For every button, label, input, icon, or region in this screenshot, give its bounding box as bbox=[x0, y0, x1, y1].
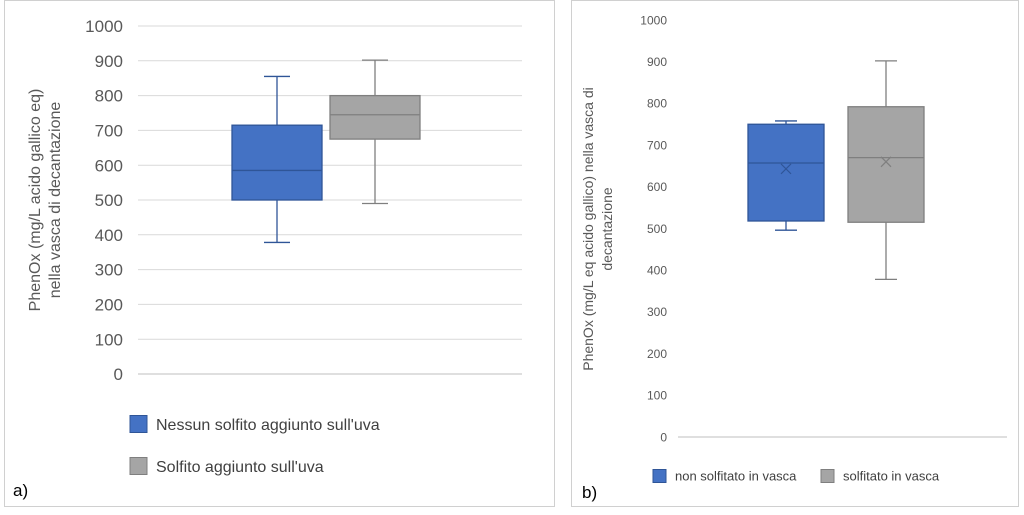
legend-label: Solfito aggiunto sull'uva bbox=[156, 459, 324, 476]
legend-swatch bbox=[129, 415, 148, 433]
legend-label: non solfitato in vasca bbox=[675, 469, 797, 484]
y-tick-label: 600 bbox=[95, 156, 123, 175]
mean-marker bbox=[880, 156, 892, 168]
y-tick-label: 100 bbox=[647, 389, 667, 403]
legend-swatch bbox=[129, 457, 148, 475]
y-tick-label: 900 bbox=[95, 52, 123, 71]
y-tick-label: 0 bbox=[660, 430, 667, 444]
y-tick-label: 1000 bbox=[85, 17, 123, 36]
y-axis-title: PhenOx (mg/L eq acido gallico) nella vas… bbox=[580, 87, 615, 371]
y-tick-label: 200 bbox=[647, 347, 667, 361]
legend-label: solfitato in vasca bbox=[843, 469, 940, 484]
y-tick-label: 800 bbox=[95, 87, 123, 106]
y-tick-label: 900 bbox=[647, 55, 667, 69]
y-tick-label: 700 bbox=[95, 122, 123, 141]
y-tick-label: 300 bbox=[95, 261, 123, 280]
chart-b-svg: 0 100 200 300 400 500 600 700 800 900 1000 PhenOx (… bbox=[580, 13, 1007, 484]
mean-marker bbox=[780, 163, 792, 175]
y-axis-title-line: decantazione bbox=[599, 187, 615, 271]
box-iqr bbox=[747, 123, 825, 222]
y-tick-label: 200 bbox=[95, 296, 123, 315]
y-tick-label: 700 bbox=[647, 138, 667, 152]
chart-a-svg: 0 100 200 300 400 500 600 700 800 900 1000 PhenOx (… bbox=[27, 17, 522, 476]
box-iqr bbox=[329, 94, 421, 140]
y-tick-label: 500 bbox=[95, 191, 123, 210]
y-tick-label: 1000 bbox=[640, 13, 667, 27]
y-axis-title-line: PhenOx (mg/L acido gallico eq) bbox=[27, 89, 44, 312]
chart-panel-a: 0 100 200 300 400 500 600 700 800 900 1000 PhenOx (… bbox=[4, 0, 555, 507]
legend-label: Nessun solfito aggiunto sull'uva bbox=[156, 417, 380, 434]
y-tick-label: 400 bbox=[647, 264, 667, 278]
y-tick-label: 800 bbox=[647, 97, 667, 111]
y-axis-title-line: PhenOx (mg/L eq acido gallico) nella vas… bbox=[580, 87, 596, 371]
y-tick-label: 600 bbox=[647, 180, 667, 194]
chart-panel-b: 0 100 200 300 400 500 600 700 800 900 1000 PhenOx (… bbox=[571, 0, 1019, 507]
y-axis-title-line: nella vasca di decantazione bbox=[47, 102, 64, 299]
legend-swatch bbox=[652, 469, 667, 483]
y-tick-label: 500 bbox=[647, 222, 667, 236]
panel-label-a: a) bbox=[13, 481, 29, 500]
panel-label-b: b) bbox=[582, 483, 598, 502]
y-tick-label: 400 bbox=[95, 226, 123, 245]
y-tick-label: 100 bbox=[95, 330, 123, 349]
box-iqr bbox=[231, 124, 323, 201]
legend-swatch bbox=[820, 469, 835, 483]
box-iqr bbox=[847, 106, 925, 223]
y-tick-label: 0 bbox=[114, 365, 123, 384]
y-tick-label: 300 bbox=[647, 305, 667, 319]
y-axis-title: PhenOx (mg/L acido gallico eq) nella vasc… bbox=[27, 89, 64, 312]
